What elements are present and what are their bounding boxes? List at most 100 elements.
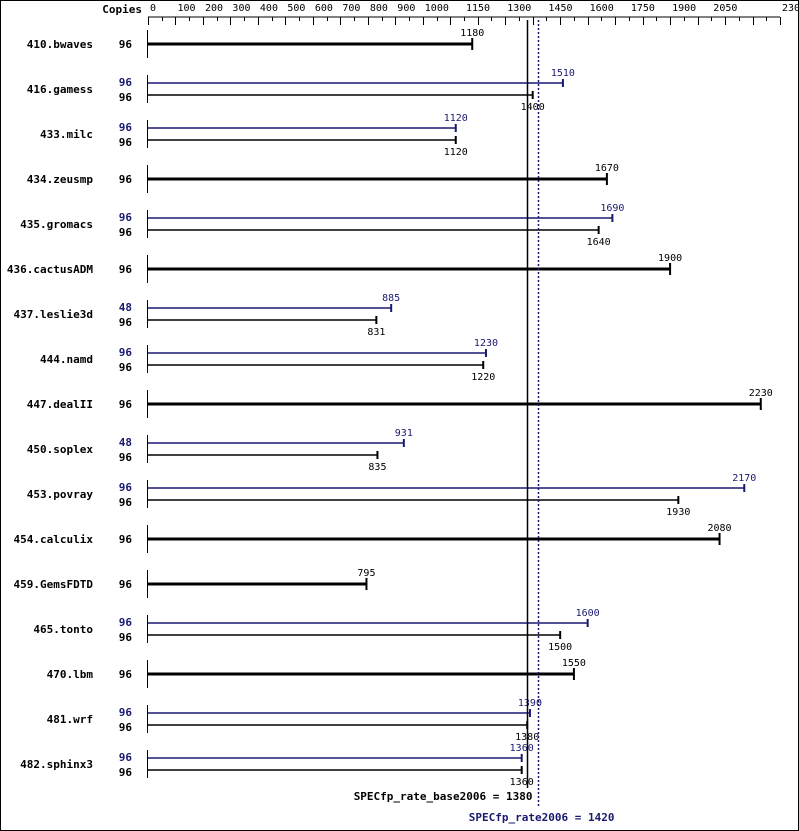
base-bar <box>148 42 473 46</box>
peak-copies-value: 96 <box>119 211 133 224</box>
peak-value-label: 885 <box>382 293 400 304</box>
x-tick-label: 2050 <box>713 3 737 14</box>
base-copies-value: 96 <box>119 136 133 149</box>
peak-copies-value: 96 <box>119 76 133 89</box>
benchmark-label: 447.dealII <box>27 398 93 411</box>
x-tick-label: 1150 <box>466 3 490 14</box>
base-value-label: 1360 <box>510 777 534 788</box>
benchmark-label: 434.zeusmp <box>27 173 94 186</box>
copies-value: 96 <box>119 38 133 51</box>
benchmark-label: 435.gromacs <box>20 218 93 231</box>
copies-value: 96 <box>119 263 133 276</box>
peak-value-label: 1390 <box>518 698 542 709</box>
benchmark-label: 470.lbm <box>47 668 94 681</box>
base-value-label: 1400 <box>521 102 545 113</box>
copies-value: 96 <box>119 533 133 546</box>
x-tick-label: 700 <box>342 3 360 14</box>
benchmark-label: 453.povray <box>27 488 94 501</box>
base-value-label: 795 <box>357 568 375 579</box>
base-value-label: 1930 <box>666 507 690 518</box>
x-tick-label: 600 <box>315 3 333 14</box>
benchmark-label: 437.leslie3d <box>14 308 93 321</box>
base-value-label: 1120 <box>444 147 468 158</box>
x-tick-label: 500 <box>287 3 305 14</box>
peak-copies-value: 96 <box>119 706 133 719</box>
base-value-label: 1550 <box>562 658 586 669</box>
peak-copies-value: 48 <box>119 436 132 449</box>
benchmark-label: 459.GemsFDTD <box>14 578 94 591</box>
x-tick-label: 1450 <box>548 3 572 14</box>
benchmark-label: 465.tonto <box>33 623 93 636</box>
peak-value-label: 1360 <box>510 743 534 754</box>
x-tick-label: 800 <box>370 3 388 14</box>
base-bar <box>148 582 367 586</box>
benchmark-label: 433.milc <box>40 128 93 141</box>
benchmark-label: 482.sphinx3 <box>20 758 93 771</box>
copies-header: Copies <box>102 3 142 16</box>
base-value-label: 1670 <box>595 163 619 174</box>
base-bar <box>148 672 574 676</box>
base-bar <box>148 267 671 271</box>
benchmark-label: 410.bwaves <box>27 38 93 51</box>
copies-value: 96 <box>119 173 133 186</box>
peak-value-label: 2170 <box>732 473 756 484</box>
x-tick-label: 1300 <box>507 3 531 14</box>
x-tick-label: 2300 <box>782 3 799 14</box>
base-value-label: 835 <box>368 462 386 473</box>
peak-copies-value: 96 <box>119 481 133 494</box>
base-value-label: 1900 <box>658 253 682 264</box>
base-value-label: 1500 <box>548 642 572 653</box>
peak-value-label: 931 <box>395 428 413 439</box>
peak-value-label: 1120 <box>444 113 468 124</box>
copies-value: 96 <box>119 578 133 591</box>
base-bar <box>148 177 607 181</box>
peak-copies-value: 96 <box>119 616 133 629</box>
peak-value-label: 1230 <box>474 338 498 349</box>
base-value-label: 1180 <box>460 28 484 39</box>
x-tick-label: 1000 <box>425 3 449 14</box>
x-tick-label: 0 <box>150 3 156 14</box>
x-tick-label: 100 <box>177 3 195 14</box>
x-tick-label: 1600 <box>590 3 614 14</box>
x-tick-label: 400 <box>260 3 278 14</box>
base-reference-label: SPECfp_rate_base2006 = 1380 <box>354 790 533 803</box>
base-copies-value: 96 <box>119 316 133 329</box>
benchmark-label: 454.calculix <box>14 533 94 546</box>
peak-value-label: 1510 <box>551 68 575 79</box>
x-tick-label: 300 <box>232 3 250 14</box>
base-bar <box>148 402 761 406</box>
x-tick-label: 200 <box>205 3 223 14</box>
peak-copies-value: 96 <box>119 751 133 764</box>
base-copies-value: 96 <box>119 721 133 734</box>
base-copies-value: 96 <box>119 496 133 509</box>
base-copies-value: 96 <box>119 361 133 374</box>
base-value-label: 2230 <box>749 388 773 399</box>
peak-copies-value: 96 <box>119 121 133 134</box>
base-copies-value: 96 <box>119 451 133 464</box>
peak-value-label: 1690 <box>600 203 624 214</box>
base-value-label: 831 <box>367 327 385 338</box>
base-value-label: 1640 <box>587 237 611 248</box>
peak-value-label: 1600 <box>576 608 600 619</box>
base-bar <box>148 537 720 541</box>
peak-reference-label: SPECfp_rate2006 = 1420 <box>469 811 615 824</box>
peak-copies-value: 48 <box>119 301 132 314</box>
base-value-label: 2080 <box>708 523 732 534</box>
base-copies-value: 96 <box>119 226 133 239</box>
benchmark-label: 481.wrf <box>47 713 93 726</box>
benchmark-label: 450.soplex <box>27 443 94 456</box>
copies-value: 96 <box>119 398 133 411</box>
x-tick-label: 1900 <box>672 3 696 14</box>
x-tick-label: 1750 <box>631 3 655 14</box>
base-copies-value: 96 <box>119 631 133 644</box>
peak-copies-value: 96 <box>119 346 133 359</box>
benchmark-label: 436.cactusADM <box>7 263 93 276</box>
base-copies-value: 96 <box>119 91 133 104</box>
benchmark-label: 416.gamess <box>27 83 93 96</box>
base-value-label: 1220 <box>471 372 495 383</box>
x-tick-label: 900 <box>397 3 415 14</box>
base-copies-value: 96 <box>119 766 133 779</box>
copies-value: 96 <box>119 668 133 681</box>
